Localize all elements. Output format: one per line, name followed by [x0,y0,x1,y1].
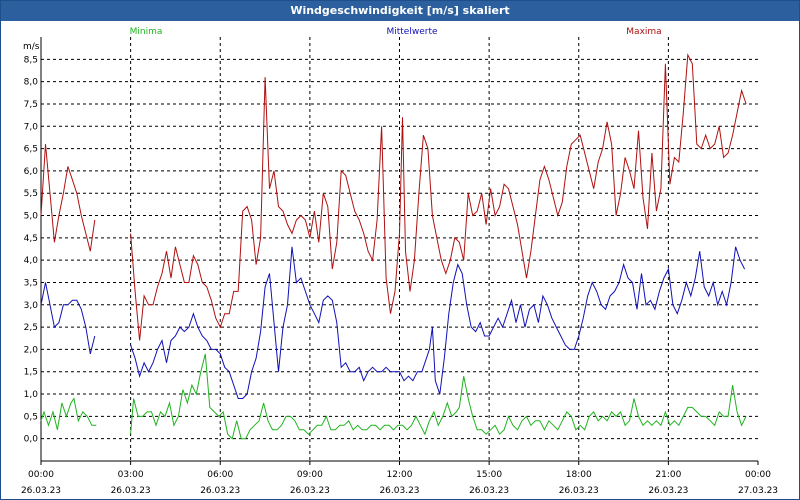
x-tick-date-label: 26.03.23 [469,486,509,496]
x-tick-date-label: 26.03.23 [200,486,240,496]
legend-label-mittelwerte: Mittelwerte [386,27,437,37]
chart-title: Windgeschwindigkeit [m/s] skaliert [1,1,799,21]
y-tick-label: 0,0 [24,435,39,445]
y-tick-label: 5,5 [24,189,38,199]
x-tick-date-label: 26.03.23 [379,486,419,496]
x-tick-time-label: 00:00 [745,470,771,480]
y-tick-label: 3,0 [24,301,39,311]
series-line-maxima-1 [130,53,747,341]
y-tick-label: 7,5 [24,100,38,110]
y-tick-label: 2,0 [24,345,39,355]
y-tick-label: 5,0 [24,212,39,222]
x-tick-date-label: 27.03.23 [738,486,778,496]
y-tick-label: 1,5 [24,368,38,378]
x-tick-time-label: 12:00 [387,470,413,480]
y-tick-label: 1,0 [24,390,39,400]
y-tick-label: 7,0 [24,122,39,132]
y-tick-label: 4,5 [24,234,38,244]
x-tick-date-label: 26.03.23 [648,486,688,496]
series-line-minima-1 [130,353,747,440]
y-tick-label: 3,5 [24,278,38,288]
x-tick-date-label: 26.03.23 [111,486,151,496]
legend-label-maxima: Maxima [626,27,661,37]
series-line-mittelwerte-0 [40,282,96,355]
x-tick-time-label: 03:00 [118,470,144,480]
x-tick-date-label: 26.03.23 [290,486,330,496]
series-line-maxima-0 [40,144,96,252]
y-tick-label: 6,5 [24,145,38,155]
x-tick-time-label: 09:00 [297,470,323,480]
series-line-mittelwerte-1 [130,246,746,399]
y-axis-unit-label: m/s [23,42,40,52]
x-tick-time-label: 21:00 [655,470,681,480]
legend: Minima Mittelwerte Maxima [130,27,662,37]
x-tick-time-label: 18:00 [566,470,592,480]
y-tick-label: 8,0 [24,78,39,88]
x-tick-time-label: 06:00 [207,470,233,480]
series-line-minima-0 [40,397,97,430]
y-tick-label: 8,5 [24,55,38,65]
y-tick-label: 0,5 [24,412,38,422]
y-tick-label: 4,0 [24,256,39,266]
y-tick-label: 2,5 [24,323,38,333]
x-tick-date-label: 26.03.23 [559,486,599,496]
series-group [40,53,747,440]
axes: m/s 0,0 0,5 1,0 1,5 2,0 2,5 3,0 3,5 4,0 4,5 5,0 5,5 6… [21,37,778,496]
y-tick-label: 6,0 [24,167,39,177]
x-tick-time-label: 00:00 [28,470,54,480]
grid [41,37,758,461]
x-tick-time-label: 15:00 [476,470,502,480]
legend-label-minima: Minima [130,27,163,37]
x-tick-date-label: 26.03.23 [21,486,61,496]
